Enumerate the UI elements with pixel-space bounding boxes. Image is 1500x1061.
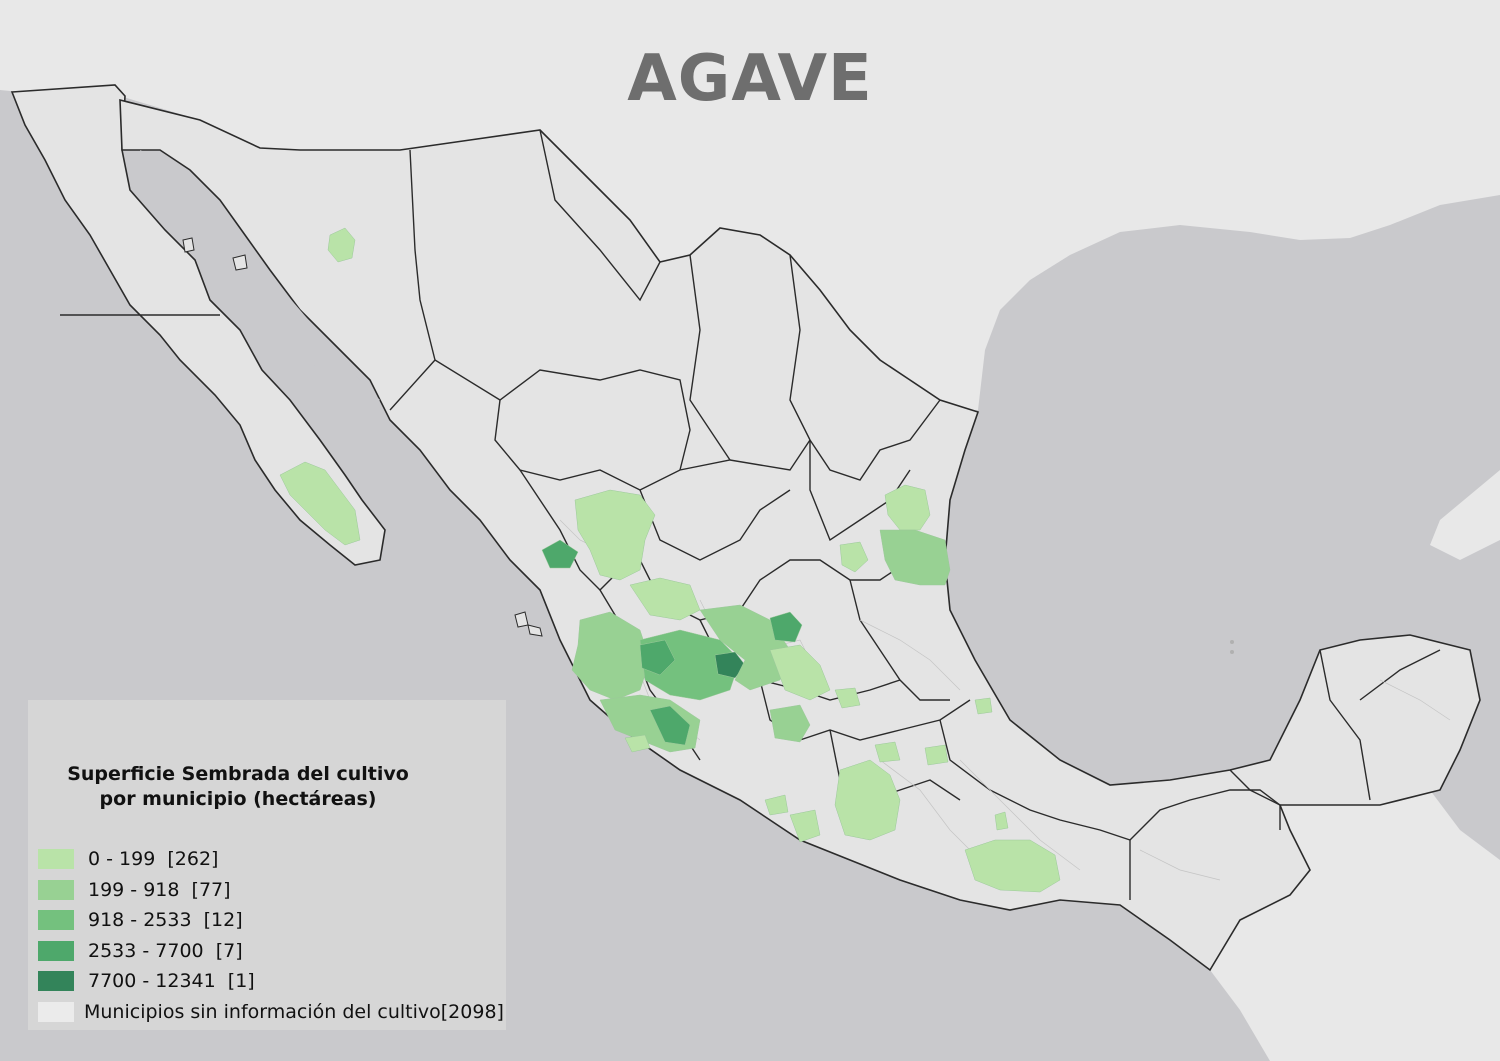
patch-oaxaca	[964, 839, 1061, 893]
legend-title: Superficie Sembrada del cultivo por muni…	[28, 762, 448, 812]
legend-swatch	[38, 1002, 74, 1022]
patch-jalisco-west	[571, 611, 651, 701]
legend-label: Municipios sin información del cultivo[2…	[84, 1001, 504, 1023]
patch-sinaloa	[541, 539, 579, 569]
patch-veracruz	[974, 697, 993, 715]
patch-guerrero-east	[834, 759, 901, 841]
cuba-land	[1430, 470, 1500, 560]
patch-sonora	[327, 227, 356, 263]
patch-oaxaca-2	[994, 811, 1009, 831]
legend-label: 2533 - 7700 [7]	[88, 940, 243, 962]
gulf-of-california	[140, 150, 380, 410]
patch-michoacan-dark	[649, 705, 691, 746]
legend-swatch	[38, 849, 74, 869]
legend-item: 0 - 199 [262]	[38, 847, 218, 871]
legend-label: 0 - 199 [262]	[88, 848, 219, 870]
patch-colima	[624, 734, 651, 753]
patch-guanajuato	[769, 644, 831, 701]
map-title: AGAVE	[627, 42, 873, 116]
patch-edomex	[769, 704, 811, 743]
patch-hidalgo	[834, 687, 861, 709]
legend: Superficie Sembrada del cultivo por muni…	[28, 700, 506, 1030]
legend-swatch	[38, 910, 74, 930]
legend-title-line1: Superficie Sembrada del cultivo	[67, 763, 409, 785]
legend-swatch	[38, 941, 74, 961]
patch-tamaulipas	[884, 484, 931, 531]
legend-swatch	[38, 971, 74, 991]
legend-swatch	[38, 880, 74, 900]
us-land	[0, 0, 1500, 412]
patch-puebla-2	[924, 744, 949, 766]
agave-municipality-patches	[279, 227, 1061, 893]
legend-item: Municipios sin información del cultivo[2…	[38, 1000, 504, 1024]
patch-tamaulipas-2	[879, 529, 951, 586]
arrecifes	[1230, 640, 1234, 654]
patch-guerrero	[789, 809, 821, 843]
patch-guerrero-west	[764, 794, 789, 816]
baja-california-land	[10, 84, 386, 566]
legend-label: 918 - 2533 [12]	[88, 909, 243, 931]
legend-item: 2533 - 7700 [7]	[38, 939, 243, 963]
legend-item: 918 - 2533 [12]	[38, 908, 243, 932]
legend-title-line2: por municipio (hectáreas)	[99, 788, 377, 810]
patch-slp	[839, 541, 869, 573]
legend-item: 199 - 918 [77]	[38, 878, 231, 902]
legend-label: 7700 - 12341 [1]	[88, 970, 255, 992]
legend-item: 7700 - 12341 [1]	[38, 969, 255, 993]
patch-bcs	[279, 461, 361, 546]
patch-jalisco-dark	[639, 639, 676, 676]
central-america-land	[1210, 790, 1500, 1061]
mexico-mainland	[119, 98, 1481, 972]
legend-label: 199 - 918 [77]	[88, 879, 231, 901]
patch-jalisco-east	[699, 604, 791, 691]
islands	[182, 237, 543, 637]
patch-zacatecas	[769, 611, 803, 643]
patch-puebla	[874, 741, 901, 763]
patch-durango	[574, 489, 656, 581]
